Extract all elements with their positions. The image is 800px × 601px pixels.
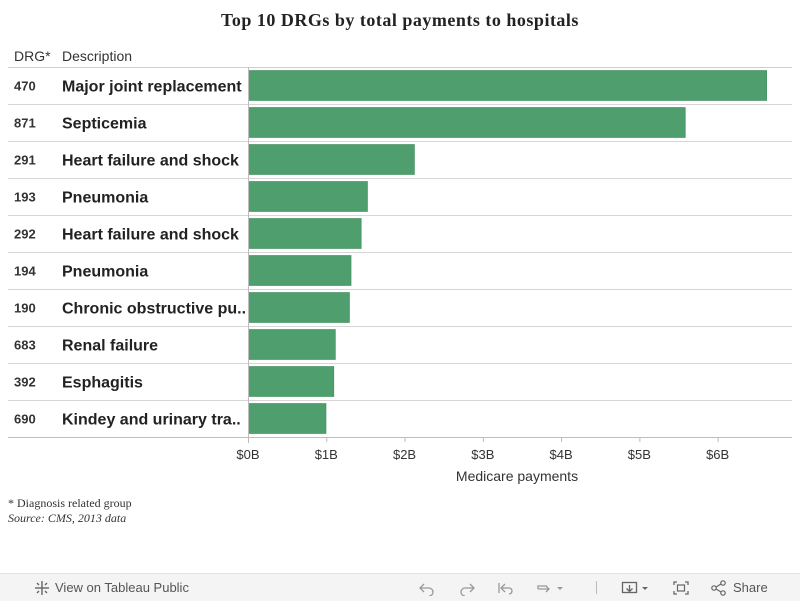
x-tick-label: $5B [628, 447, 651, 462]
redo-icon [458, 580, 476, 596]
refresh-icon [535, 580, 565, 596]
chart-title: Top 10 DRGs by total payments to hospita… [221, 10, 579, 30]
x-tick-label: $6B [706, 447, 729, 462]
drg-description-label: Chronic obstructive pu.. [62, 301, 246, 318]
refresh-button[interactable] [535, 574, 565, 601]
drg-description-label: Kindey and urinary tra.. [62, 412, 241, 429]
tableau-logo-icon [34, 580, 50, 596]
drg-description-label: Major joint replacement [62, 79, 242, 96]
bar-291 [248, 144, 415, 175]
view-on-tableau-link[interactable]: View on Tableau Public [34, 574, 189, 601]
fullscreen-icon [672, 580, 690, 596]
drg-code-label: 871 [14, 116, 36, 131]
share-icon [710, 579, 728, 596]
toolbar-separator [596, 581, 597, 594]
drg-description-label: Esphagitis [62, 375, 143, 392]
download-button[interactable] [621, 574, 651, 601]
bar-392 [248, 366, 335, 397]
bar-chart: 470 Major joint replacement 871 Septicemia 2… [8, 67, 792, 484]
footnote-drg: * Diagnosis related group [8, 496, 132, 510]
bar-871 [248, 107, 686, 138]
drg-code-label: 292 [14, 227, 36, 242]
drg-code-label: 683 [14, 338, 36, 353]
undo-icon [418, 580, 436, 596]
drg-code-label: 190 [14, 301, 36, 316]
revert-icon [497, 580, 515, 596]
x-axis-title: Medicare payments [456, 468, 578, 484]
drg-description-label: Pneumonia [62, 190, 148, 207]
undo-button[interactable] [418, 574, 436, 601]
share-label: Share [733, 580, 768, 595]
drg-description-label: Pneumonia [62, 264, 148, 281]
drg-code-label: 690 [14, 412, 36, 427]
x-tick-label: $3B [471, 447, 494, 462]
drg-code-label: 291 [14, 153, 36, 168]
share-button[interactable]: Share [710, 574, 768, 601]
drg-code-label: 392 [14, 375, 36, 390]
bar-194 [248, 255, 352, 286]
tableau-toolbar: View on Tableau Public Share [0, 573, 800, 601]
x-tick-label: $4B [550, 447, 573, 462]
drg-description-label: Heart failure and shock [62, 227, 239, 244]
header-divider [8, 67, 792, 68]
download-icon [621, 580, 651, 596]
bar-470 [248, 70, 767, 101]
x-tick-label: $2B [393, 447, 416, 462]
redo-button[interactable] [458, 574, 476, 601]
bar-690 [248, 403, 327, 434]
bar-193 [248, 181, 368, 212]
x-tick-label: $1B [315, 447, 338, 462]
drg-description-label: Septicemia [62, 116, 147, 133]
fullscreen-button[interactable] [672, 574, 690, 601]
drg-code-label: 193 [14, 190, 36, 205]
bar-292 [248, 218, 362, 249]
drg-code-label: 194 [14, 264, 36, 279]
bar-683 [248, 329, 336, 360]
drg-code-label: 470 [14, 79, 36, 94]
footnote-source: Source: CMS, 2013 data [8, 511, 127, 525]
drg-description-label: Heart failure and shock [62, 153, 239, 170]
bar-190 [248, 292, 350, 323]
revert-button[interactable] [497, 574, 515, 601]
view-on-tableau-label: View on Tableau Public [55, 580, 189, 595]
x-tick-label: $0B [236, 447, 259, 462]
drg-description-label: Renal failure [62, 338, 158, 355]
column-header-description: Description [62, 48, 133, 64]
column-header-drg: DRG* [14, 48, 51, 64]
